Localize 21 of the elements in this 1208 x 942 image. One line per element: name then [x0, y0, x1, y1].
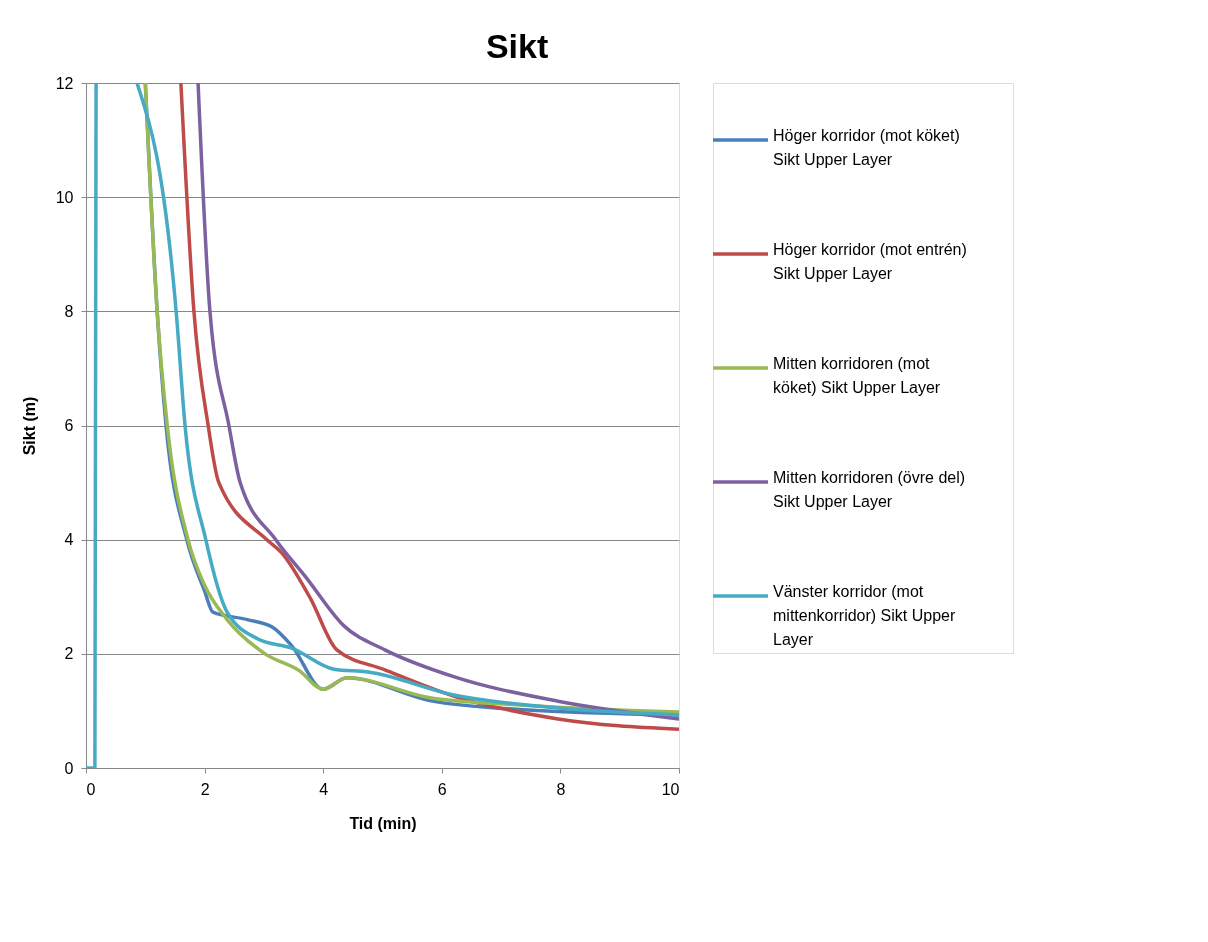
- y-tick-label: 2: [64, 645, 74, 663]
- x-tick-label: 4: [319, 780, 329, 798]
- legend-label: Höger korridor (mot köket) Sikt Upper Layer: [773, 127, 960, 168]
- y-tick-label: 0: [64, 759, 74, 777]
- y-tick-label: 10: [55, 188, 74, 206]
- y-tick-label: 8: [64, 302, 74, 320]
- y-tick-label: 12: [55, 74, 74, 92]
- y-tick-label: 4: [64, 531, 74, 549]
- legend-label: Mitten korridoren (mot köket) Sikt Upper Layer: [773, 355, 941, 396]
- x-tick-label: 2: [200, 780, 210, 798]
- x-axis-title: Tid (min): [349, 814, 417, 832]
- x-tick-label: 8: [556, 780, 566, 798]
- legend-label: Höger korridor (mot entrén) Sikt Upper Layer: [773, 241, 967, 282]
- legend-label: Mitten korridoren (övre del) Sikt Upper Layer: [773, 469, 966, 510]
- y-tick-label: 6: [64, 417, 74, 434]
- legend-label: Vänster korridor (mot mittenkorridor) Sikt Upper Layer: [773, 583, 956, 648]
- chart-title: Sikt: [485, 26, 549, 65]
- x-tick-label: 0: [86, 780, 96, 798]
- x-tick-label: 10: [661, 780, 680, 798]
- x-tick-label: 6: [437, 780, 447, 798]
- y-axis-title: Sikt (m): [20, 396, 38, 456]
